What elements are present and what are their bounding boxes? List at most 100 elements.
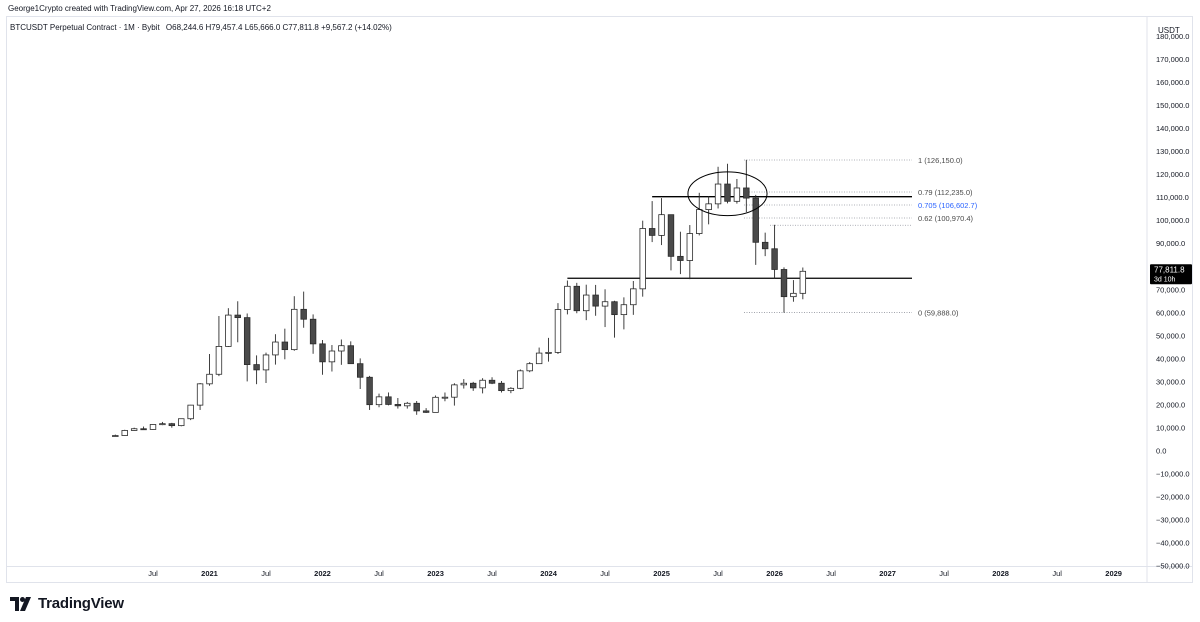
candle[interactable] bbox=[611, 300, 618, 338]
candle-body-down bbox=[752, 197, 759, 243]
candle[interactable] bbox=[780, 267, 788, 313]
candle[interactable] bbox=[639, 220, 646, 297]
candle-body-up bbox=[714, 183, 722, 205]
candle-body-down bbox=[422, 410, 430, 413]
candle[interactable] bbox=[733, 178, 741, 204]
price-chart[interactable]: 1 (126,150.0) 0.79 (112,235.0) 0.705 (106,… bbox=[0, 0, 1200, 600]
bar-countdown-label: 3d 10h bbox=[1154, 276, 1176, 283]
candle[interactable] bbox=[159, 421, 166, 426]
candle[interactable] bbox=[206, 354, 213, 386]
candle[interactable] bbox=[517, 369, 524, 390]
price-tick-label: 130,000.0 bbox=[1156, 147, 1189, 156]
candle[interactable] bbox=[291, 296, 298, 351]
candle[interactable] bbox=[366, 375, 373, 410]
candle[interactable] bbox=[507, 387, 515, 394]
candle[interactable] bbox=[404, 401, 411, 409]
candle[interactable] bbox=[121, 429, 128, 436]
candle[interactable] bbox=[112, 434, 119, 437]
candle[interactable] bbox=[573, 282, 581, 314]
candle[interactable] bbox=[554, 303, 562, 355]
candle-body-down bbox=[592, 294, 599, 307]
candle[interactable] bbox=[140, 426, 147, 431]
candle-body-up bbox=[187, 404, 194, 420]
candle[interactable] bbox=[385, 392, 392, 406]
candle[interactable] bbox=[677, 231, 684, 275]
candle[interactable] bbox=[187, 404, 194, 421]
candle[interactable] bbox=[564, 280, 571, 315]
candle[interactable] bbox=[526, 362, 533, 373]
candle[interactable] bbox=[545, 337, 552, 362]
chart-credit: George1Crypto created with TradingView.c… bbox=[8, 4, 271, 13]
candle[interactable] bbox=[356, 358, 364, 390]
candle[interactable] bbox=[328, 345, 336, 372]
candle[interactable] bbox=[309, 314, 317, 354]
candle[interactable] bbox=[498, 380, 505, 393]
price-tick-label: 90,000.0 bbox=[1156, 239, 1185, 248]
candle-body-up bbox=[705, 203, 712, 211]
candle[interactable] bbox=[178, 418, 185, 427]
candle[interactable] bbox=[441, 392, 449, 402]
candle[interactable] bbox=[281, 328, 289, 360]
fib-level-label: 0 (59,888.0) bbox=[918, 309, 959, 318]
candle[interactable] bbox=[658, 198, 665, 246]
candle-body-up bbox=[460, 382, 467, 386]
candle[interactable] bbox=[451, 383, 458, 406]
candle[interactable] bbox=[771, 224, 778, 279]
candle[interactable] bbox=[460, 379, 467, 389]
candle[interactable] bbox=[272, 334, 279, 365]
candle[interactable] bbox=[667, 214, 675, 271]
candle[interactable] bbox=[761, 232, 769, 257]
legend-symbol[interactable]: BTCUSDT Perpetual Contract · 1M · Bybit bbox=[10, 23, 160, 32]
candle-body-down bbox=[611, 301, 618, 316]
candle[interactable] bbox=[752, 194, 759, 265]
candle[interactable] bbox=[130, 427, 138, 431]
candle[interactable] bbox=[432, 395, 439, 413]
candle-body-down bbox=[743, 187, 750, 199]
candle[interactable] bbox=[347, 341, 354, 365]
candle[interactable] bbox=[686, 225, 694, 280]
candle[interactable] bbox=[799, 267, 807, 300]
candle[interactable] bbox=[630, 280, 637, 315]
candle[interactable] bbox=[243, 313, 251, 382]
candle[interactable] bbox=[705, 196, 712, 225]
candle[interactable] bbox=[743, 159, 750, 213]
candle[interactable] bbox=[648, 201, 656, 243]
candle[interactable] bbox=[375, 393, 383, 408]
candle[interactable] bbox=[601, 289, 609, 328]
candle[interactable] bbox=[620, 297, 628, 330]
candle[interactable] bbox=[196, 383, 204, 410]
candle[interactable] bbox=[422, 408, 430, 413]
candle[interactable] bbox=[488, 377, 496, 385]
candle-body-down bbox=[761, 241, 769, 250]
candle[interactable] bbox=[535, 347, 543, 365]
price-tick-label: −30,000.0 bbox=[1156, 516, 1190, 525]
price-tick-label: 40,000.0 bbox=[1156, 354, 1185, 363]
candle[interactable] bbox=[215, 316, 223, 377]
candle[interactable] bbox=[253, 355, 260, 385]
candle[interactable] bbox=[262, 352, 270, 384]
candle[interactable] bbox=[479, 378, 486, 394]
candle-body-down bbox=[667, 214, 675, 257]
candle[interactable] bbox=[300, 291, 307, 328]
candle[interactable] bbox=[319, 339, 326, 375]
candle-body-up bbox=[159, 423, 166, 426]
candle[interactable] bbox=[234, 301, 241, 343]
candle[interactable] bbox=[225, 308, 232, 347]
candle-body-up bbox=[658, 214, 665, 236]
candle[interactable] bbox=[149, 424, 157, 430]
candle[interactable] bbox=[583, 284, 590, 321]
candle[interactable] bbox=[413, 400, 420, 415]
candle-body-up bbox=[526, 363, 533, 372]
candle[interactable] bbox=[470, 381, 477, 391]
candle[interactable] bbox=[790, 280, 797, 302]
candle[interactable] bbox=[338, 339, 345, 365]
candle-body-up bbox=[215, 346, 223, 375]
candle[interactable] bbox=[696, 192, 703, 236]
candle[interactable] bbox=[724, 163, 731, 204]
candle-body-up bbox=[441, 396, 449, 399]
candle[interactable] bbox=[394, 397, 402, 409]
candle[interactable] bbox=[168, 422, 176, 428]
candle[interactable] bbox=[592, 284, 599, 316]
candle[interactable] bbox=[714, 166, 722, 209]
candle-body-up bbox=[686, 233, 694, 261]
